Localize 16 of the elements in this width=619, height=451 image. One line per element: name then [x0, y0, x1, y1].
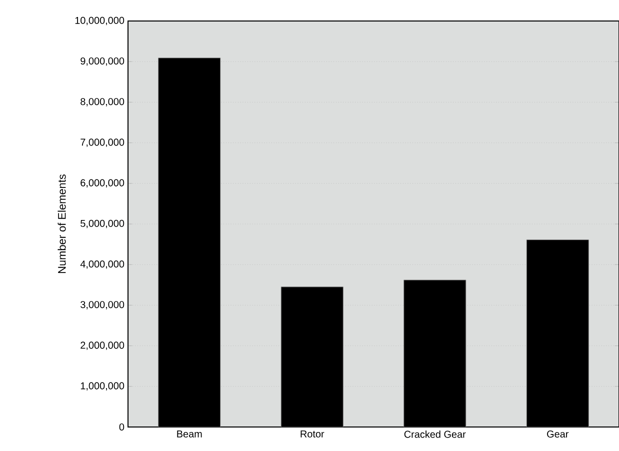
y-tick-label: 10,000,000 [75, 16, 124, 26]
y-tick-label: 6,000,000 [80, 179, 124, 188]
y-tick-label: 2,000,000 [80, 342, 124, 350]
x-tick-label: Rotor [300, 430, 324, 438]
x-tick-label: Cracked Gear [404, 430, 466, 438]
y-axis-title: Number of Elements [58, 174, 66, 274]
y-tick-label: 8,000,000 [80, 98, 124, 106]
y-tick-label: 9,000,000 [80, 57, 124, 66]
y-tick-label: 1,000,000 [80, 382, 124, 391]
y-tick-label: 0 [119, 423, 124, 431]
y-tick-label: 4,000,000 [80, 260, 124, 269]
y-tick-label: 7,000,000 [80, 138, 124, 147]
y-tick-label: 3,000,000 [80, 301, 124, 310]
x-tick-label: Beam [177, 430, 202, 438]
x-tick-label: Gear [547, 430, 569, 438]
y-tick-label: 5,000,000 [80, 220, 124, 228]
